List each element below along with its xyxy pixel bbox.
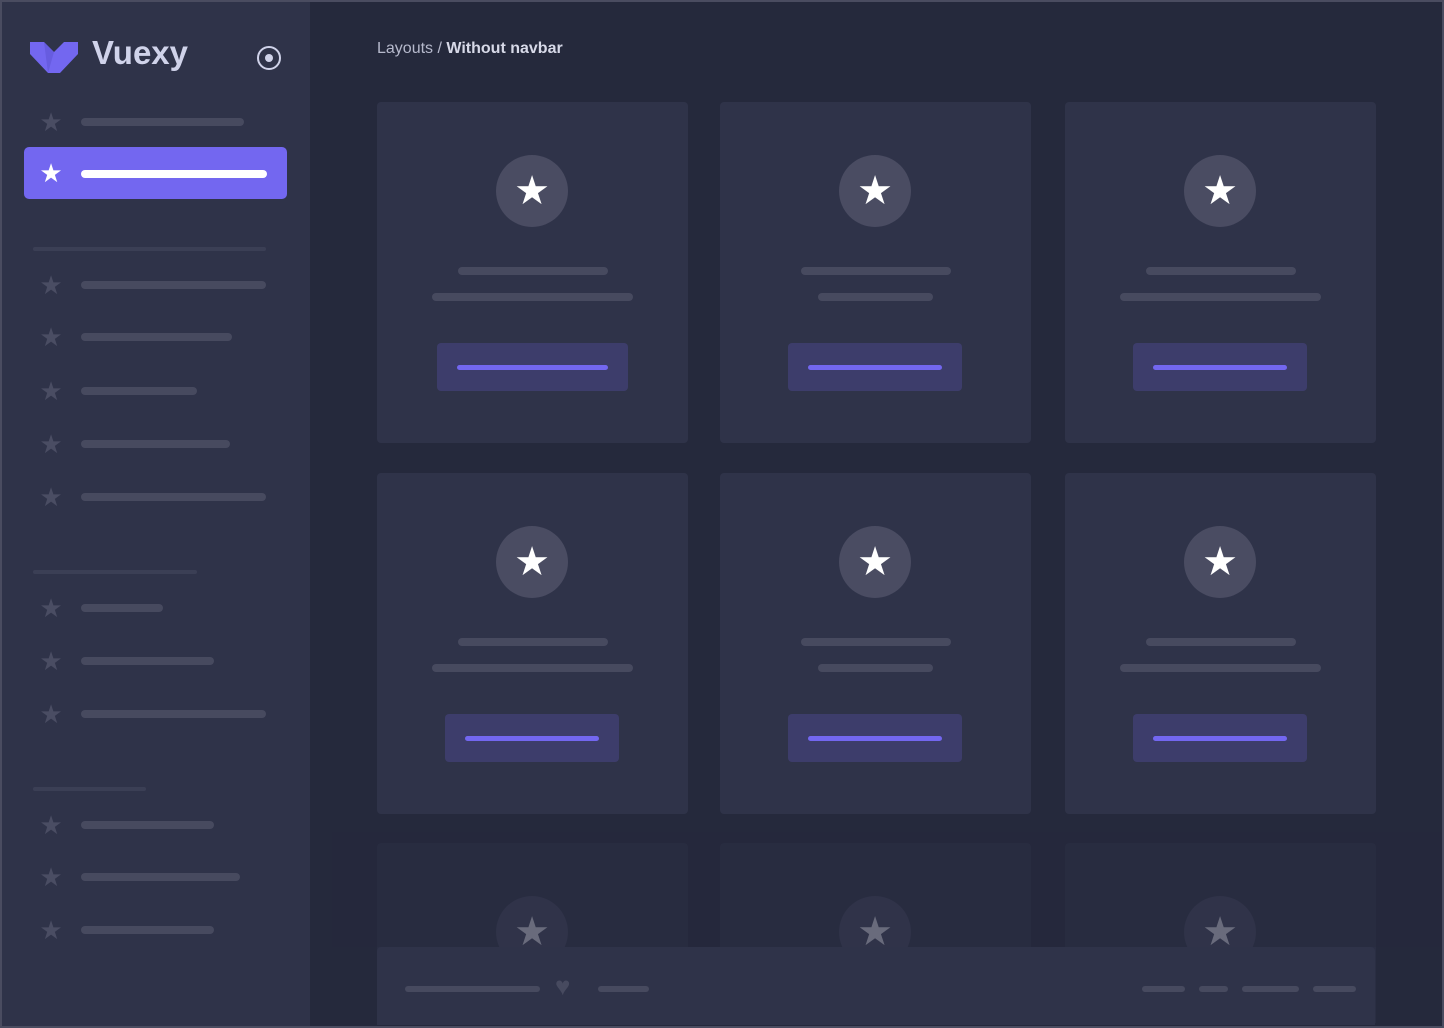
sidebar-item[interactable] — [81, 657, 214, 665]
text-placeholder — [432, 293, 633, 301]
text-placeholder — [458, 267, 608, 275]
footer-link[interactable] — [1199, 986, 1228, 992]
text-placeholder — [1120, 293, 1321, 301]
text-placeholder — [801, 638, 951, 646]
star-icon: ★ — [39, 646, 63, 676]
sidebar-item[interactable] — [81, 387, 197, 395]
text-placeholder — [801, 267, 951, 275]
button-label-placeholder — [1153, 736, 1287, 741]
section-divider — [33, 247, 266, 251]
sidebar-item[interactable] — [81, 333, 232, 341]
card-button[interactable] — [1133, 714, 1307, 762]
sidebar-item[interactable] — [81, 118, 244, 126]
button-label-placeholder — [808, 736, 942, 741]
card-button[interactable] — [437, 343, 628, 391]
brand-name: Vuexy — [92, 34, 189, 71]
item-label-placeholder — [81, 170, 267, 178]
footer-link[interactable] — [1313, 986, 1356, 992]
text-placeholder — [432, 664, 633, 672]
text-placeholder — [1146, 267, 1296, 275]
button-label-placeholder — [1153, 365, 1287, 370]
star-icon: ★ — [39, 376, 63, 406]
star-icon: ★ — [39, 593, 63, 623]
sidebar-item[interactable] — [81, 440, 230, 448]
card: ★ — [1065, 473, 1376, 814]
card: ★ — [720, 102, 1031, 443]
star-icon: ★ — [39, 915, 63, 945]
button-label-placeholder — [465, 736, 599, 741]
footer: ♥ — [377, 947, 1375, 1025]
footer-text — [405, 986, 540, 992]
footer-link[interactable] — [1142, 986, 1185, 992]
sidebar-item-active[interactable]: ★ — [24, 147, 287, 199]
card-button[interactable] — [445, 714, 619, 762]
breadcrumb-current: Without navbar — [446, 40, 563, 57]
card: ★ — [377, 473, 688, 814]
sidebar-item[interactable] — [81, 281, 266, 289]
fade-overlay — [332, 832, 1442, 947]
section-divider — [33, 787, 146, 791]
breadcrumb-separator: / — [433, 40, 447, 57]
star-icon: ★ — [39, 107, 63, 137]
star-icon: ★ — [1184, 526, 1256, 598]
star-icon: ★ — [39, 862, 63, 892]
star-icon: ★ — [39, 270, 63, 300]
footer-link[interactable] — [1242, 986, 1299, 992]
sidebar-item[interactable] — [81, 710, 266, 718]
sidebar: Vuexy ★ ★ ★ ★ ★ ★ ★ ★ ★ ★ ★ ★ ★ — [2, 2, 310, 1026]
text-placeholder — [1146, 638, 1296, 646]
star-icon: ★ — [39, 699, 63, 729]
vuexy-logo-icon — [30, 42, 78, 73]
star-icon: ★ — [1184, 155, 1256, 227]
sidebar-item[interactable] — [81, 821, 214, 829]
breadcrumb: Layouts / Without navbar — [377, 40, 563, 58]
card: ★ — [720, 473, 1031, 814]
star-icon: ★ — [39, 322, 63, 352]
text-placeholder — [1120, 664, 1321, 672]
star-icon: ★ — [496, 526, 568, 598]
card: ★ — [1065, 102, 1376, 443]
star-icon: ★ — [39, 158, 63, 188]
section-divider — [33, 570, 197, 574]
text-placeholder — [458, 638, 608, 646]
radio-circle-icon[interactable] — [256, 45, 282, 71]
card-button[interactable] — [788, 714, 962, 762]
sidebar-item[interactable] — [81, 493, 266, 501]
heart-icon: ♥ — [555, 971, 571, 1001]
button-label-placeholder — [457, 365, 608, 370]
button-label-placeholder — [808, 365, 942, 370]
sidebar-item[interactable] — [81, 926, 214, 934]
star-icon: ★ — [39, 810, 63, 840]
card-button[interactable] — [788, 343, 962, 391]
breadcrumb-parent[interactable]: Layouts — [377, 40, 434, 57]
card-button[interactable] — [1133, 343, 1307, 391]
sidebar-item[interactable] — [81, 604, 163, 612]
star-icon: ★ — [39, 429, 63, 459]
card: ★ — [377, 102, 688, 443]
text-placeholder — [818, 664, 933, 672]
sidebar-item[interactable] — [81, 873, 240, 881]
text-placeholder — [818, 293, 933, 301]
star-icon: ★ — [839, 155, 911, 227]
footer-link[interactable] — [598, 986, 649, 992]
star-icon: ★ — [39, 482, 63, 512]
star-icon: ★ — [839, 526, 911, 598]
star-icon: ★ — [496, 155, 568, 227]
